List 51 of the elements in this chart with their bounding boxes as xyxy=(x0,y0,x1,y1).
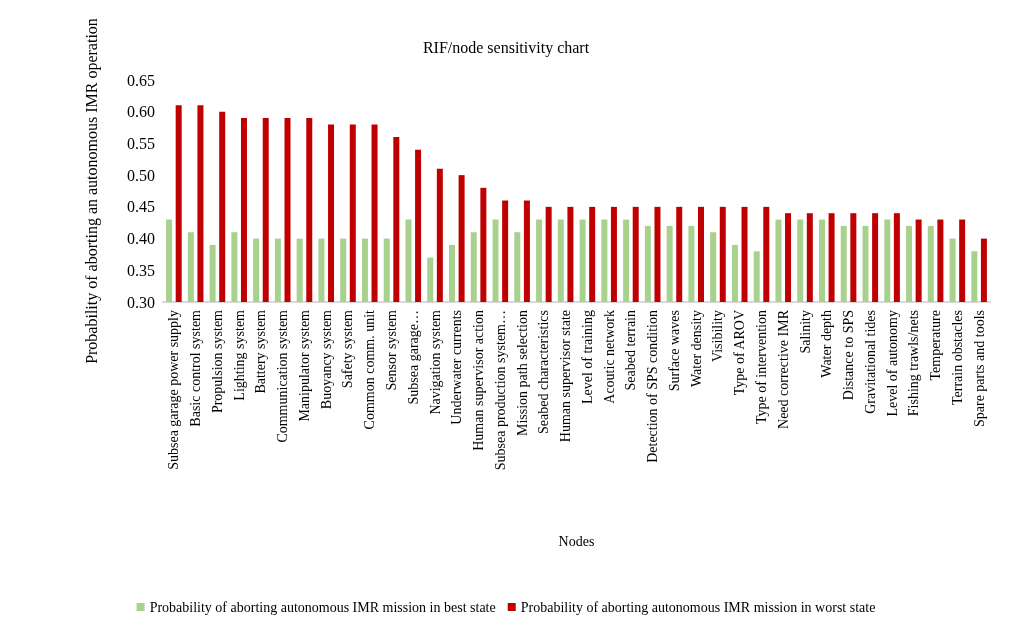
x-tick-label: Need corrective IMR xyxy=(775,309,791,429)
x-tick-label: Basic control system xyxy=(188,309,204,427)
x-tick-label: Acoutic network xyxy=(601,310,617,404)
x-tick-label: Type of intervention xyxy=(753,310,769,425)
x-tick-label: Gravitational tides xyxy=(862,310,878,414)
legend-label: Probability of aborting autonomous IMR mission in best state xyxy=(149,599,496,615)
x-tick-label: Subsea garage power supply xyxy=(166,310,182,470)
legend-label: Probability of aborting autonomous IMR mission in worst state xyxy=(520,599,876,615)
chart-title: RIF/node sensitivity chart xyxy=(422,38,590,57)
x-tick-label: Communication system xyxy=(275,309,291,443)
y-tick-label: 0.65 xyxy=(127,71,155,89)
x-tick-label: Mission path selection xyxy=(514,310,530,436)
x-tick-label: Common comm. unit xyxy=(362,309,378,430)
x-tick-label: Sensor system xyxy=(384,309,400,391)
x-tick-label: Visibility xyxy=(710,310,726,363)
x-tick-label: Level of training xyxy=(579,310,595,405)
x-tick-label: Water density xyxy=(688,310,704,388)
x-tick-label: Water depth xyxy=(819,310,835,378)
x-tick-label: Navigation system xyxy=(427,309,443,415)
x-tick-label: Underwater currents xyxy=(449,310,465,425)
y-tick-label: 0.55 xyxy=(127,134,155,152)
y-axis-title: Probability of aborting an autonomous IMR operation xyxy=(82,18,101,364)
x-axis-title: Nodes xyxy=(558,533,595,549)
x-tick-label: Distance to SPS xyxy=(841,310,857,401)
x-tick-label: Subsea production system… xyxy=(492,310,508,471)
y-tick-label: 0.30 xyxy=(127,293,155,311)
x-tick-label: Surface waves xyxy=(666,310,682,392)
x-tick-label: Level of autonomy xyxy=(884,310,900,417)
y-tick-label: 0.50 xyxy=(127,166,155,184)
x-tick-label: Detection of SPS condition xyxy=(645,310,661,463)
x-tick-label: Seabed terrain xyxy=(623,310,639,391)
x-tick-label: Lighting system xyxy=(231,309,247,401)
x-tick-label: Spare parts and tools xyxy=(971,310,987,428)
x-tick-label: Fishing trawls/nets xyxy=(906,310,922,417)
x-tick-label: Human supervisor state xyxy=(558,310,574,443)
x-tick-label: Battery system xyxy=(253,309,269,394)
y-tick-label: 0.45 xyxy=(127,198,155,216)
x-tick-label: Human supervisor action xyxy=(471,310,487,451)
x-tick-label: Temperature xyxy=(928,310,944,381)
x-tick-label: Safety system xyxy=(340,309,356,389)
x-tick-label: Seabed characteristics xyxy=(536,310,552,434)
y-tick-label: 0.35 xyxy=(127,261,155,279)
x-tick-label: Propulsion system xyxy=(209,309,225,414)
x-tick-label: Type of AROV xyxy=(732,310,748,396)
y-tick-label: 0.60 xyxy=(127,103,155,121)
x-tick-label: Terrain obstacles xyxy=(949,310,965,406)
x-tick-label: Subsea garage… xyxy=(405,310,421,405)
x-tick-label: Salinity xyxy=(797,310,813,354)
y-tick-label: 0.40 xyxy=(127,230,155,248)
x-tick-label: Buoyancy system xyxy=(318,309,334,410)
x-tick-label: Manipulator system xyxy=(296,309,312,422)
